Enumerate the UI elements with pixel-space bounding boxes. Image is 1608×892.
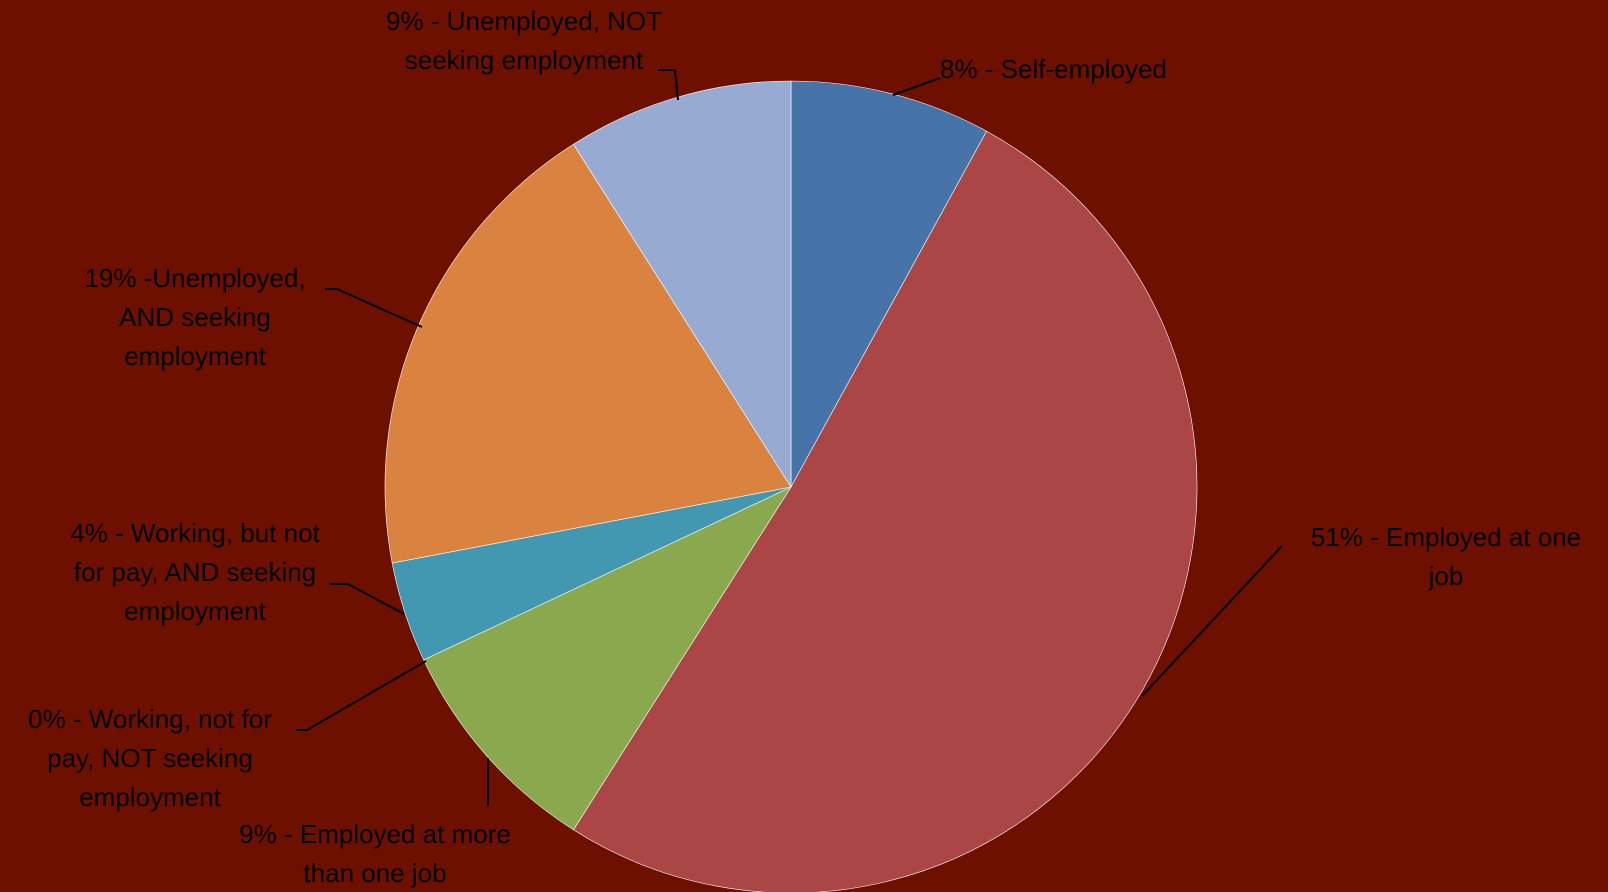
- leader-line-unemployed-not-seeking-employment: [658, 69, 679, 101]
- pie-slice-employed-at-one-job: [573, 130, 1198, 892]
- leader-lines: [296, 69, 1283, 806]
- slice-label-line: pay, NOT seeking: [47, 743, 253, 773]
- slice-label-working-but-not-for-pay-and-seeking-employment: 4% - Working, but not for pay, AND seekin…: [70, 518, 320, 626]
- slice-label-line: 51% - Employed at one: [1311, 522, 1581, 552]
- slice-label-line: employment: [124, 596, 266, 626]
- slice-label-line: 9% - Employed at more: [239, 819, 511, 849]
- slice-label-unemployed-not-seeking-employment: 9% - Unemployed, NOT seeking employment: [386, 6, 662, 75]
- pie-slices: [384, 80, 1198, 892]
- leader-line-self-employed: [892, 77, 941, 96]
- pie-slice-employed-at-more-than-one-job: [423, 486, 792, 831]
- slice-label-unemployed-and-seeking-employment: 19% -Unemployed, AND seeking employment: [84, 263, 305, 371]
- leader-line-working-but-not-for-pay-and-seeking-employment: [330, 583, 405, 615]
- slice-label-employed-at-more-than-one-job: 9% - Employed at more than one job: [239, 819, 511, 888]
- slice-label-line: 4% - Working, but not: [70, 518, 320, 548]
- slice-label-line: 9% - Unemployed, NOT: [386, 6, 662, 36]
- slice-label-line: seeking employment: [405, 45, 644, 75]
- slice-label-self-employed: 8% - Self-employed: [940, 54, 1167, 84]
- slice-label-line: than one job: [303, 858, 446, 888]
- slice-label-line: for pay, AND seeking: [74, 557, 316, 587]
- leader-line-unemployed-and-seeking-employment: [325, 288, 423, 328]
- slice-label-line: employment: [79, 782, 221, 812]
- slice-label-line: 0% - Working, not for: [28, 704, 272, 734]
- slice-label-line: employment: [124, 341, 266, 371]
- slice-label-line: AND seeking: [119, 302, 271, 332]
- slice-label-working-not-for-pay-not-seeking-employment: 0% - Working, not for pay, NOT seeking emp…: [28, 704, 272, 812]
- pie-slice-self-employed: [790, 80, 987, 488]
- slice-label-line: 8% - Self-employed: [940, 54, 1167, 84]
- slice-label-line: job: [1428, 561, 1464, 591]
- leader-line-employed-at-one-job: [1141, 545, 1283, 697]
- slice-labels: 8% - Self-employed 51% - Employed at one j…: [28, 6, 1581, 888]
- slice-label-employed-at-one-job: 51% - Employed at one job: [1311, 522, 1581, 591]
- slice-label-line: 19% -Unemployed,: [84, 263, 305, 293]
- leader-line-working-not-for-pay-not-seeking-employment: [296, 660, 427, 731]
